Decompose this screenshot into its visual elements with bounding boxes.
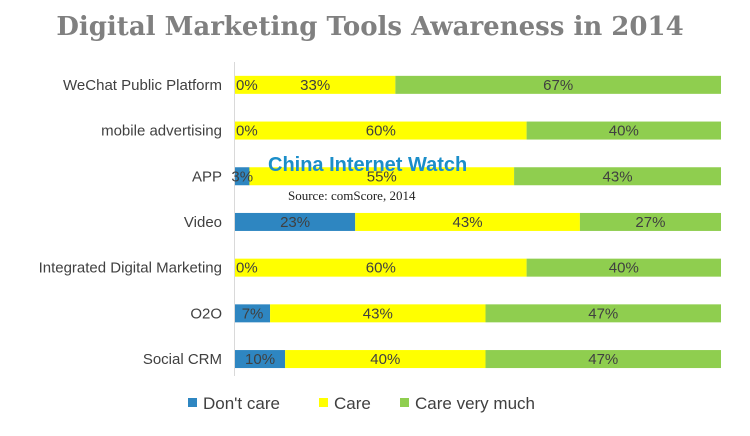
category-label: Video <box>184 214 222 231</box>
data-label: 47% <box>588 351 618 368</box>
data-label: 33% <box>300 77 330 94</box>
bar-segment <box>485 304 721 323</box>
legend-swatch <box>319 398 328 407</box>
data-label: 0% <box>236 77 258 94</box>
legend-label: Don't care <box>203 394 280 413</box>
data-label: 40% <box>609 260 639 277</box>
bar-segment <box>395 75 721 94</box>
data-label: 43% <box>363 305 393 322</box>
bar-segment <box>355 212 580 231</box>
data-label: 40% <box>609 123 639 140</box>
bars-group <box>235 75 721 369</box>
bar-segment <box>235 75 396 94</box>
data-label: 7% <box>242 305 264 322</box>
data-label: 0% <box>236 123 258 140</box>
legend-swatch <box>188 398 197 407</box>
bar-segment <box>235 212 356 231</box>
bar-segment <box>270 304 486 323</box>
data-label: 47% <box>588 305 618 322</box>
bar-segment <box>249 167 515 186</box>
legend-label: Care very much <box>415 394 535 413</box>
category-label: Integrated Digital Marketing <box>39 260 222 277</box>
data-label: 43% <box>603 168 633 185</box>
data-label: 43% <box>453 214 483 231</box>
category-label: O2O <box>190 305 222 322</box>
category-labels: WeChat Public Platform mobile advertising… <box>39 77 222 368</box>
bar-segment <box>526 121 721 140</box>
data-label: 60% <box>366 123 396 140</box>
data-label: 27% <box>635 214 665 231</box>
bar-segment <box>485 350 721 369</box>
category-label: mobile advertising <box>101 123 222 140</box>
data-label: 40% <box>370 351 400 368</box>
bar-segment <box>235 121 527 140</box>
bar-segment <box>514 167 721 186</box>
bar-segment <box>235 258 527 277</box>
data-label: 10% <box>245 351 275 368</box>
legend: Don't care Care Care very much <box>188 394 535 413</box>
bar-segment <box>235 350 286 369</box>
data-label: 23% <box>280 214 310 231</box>
data-label: 0% <box>236 260 258 277</box>
watermark-text: China Internet Watch <box>268 154 467 176</box>
legend-swatch <box>400 398 409 407</box>
chart-title: Digital Marketing Tools Awareness in 201… <box>56 12 683 42</box>
category-label: APP <box>192 168 222 185</box>
bar-segment <box>285 350 486 369</box>
category-label: WeChat Public Platform <box>63 77 222 94</box>
legend-label: Care <box>334 394 371 413</box>
data-label: 60% <box>366 260 396 277</box>
category-label: Social CRM <box>143 351 222 368</box>
bar-segment <box>579 212 721 231</box>
data-label: 3% <box>231 168 253 185</box>
bar-segment <box>235 167 250 186</box>
bar-segment <box>526 258 721 277</box>
source-note: Source: comScore, 2014 <box>288 188 416 203</box>
data-label: 67% <box>543 77 573 94</box>
data-label: 55% <box>367 168 397 185</box>
bar-segment <box>235 304 271 323</box>
data-labels: 0% 33% 67% 0% 60% 40% 3% 55% 43% 23% 43% 27% 0% 60% 40… <box>231 77 665 368</box>
